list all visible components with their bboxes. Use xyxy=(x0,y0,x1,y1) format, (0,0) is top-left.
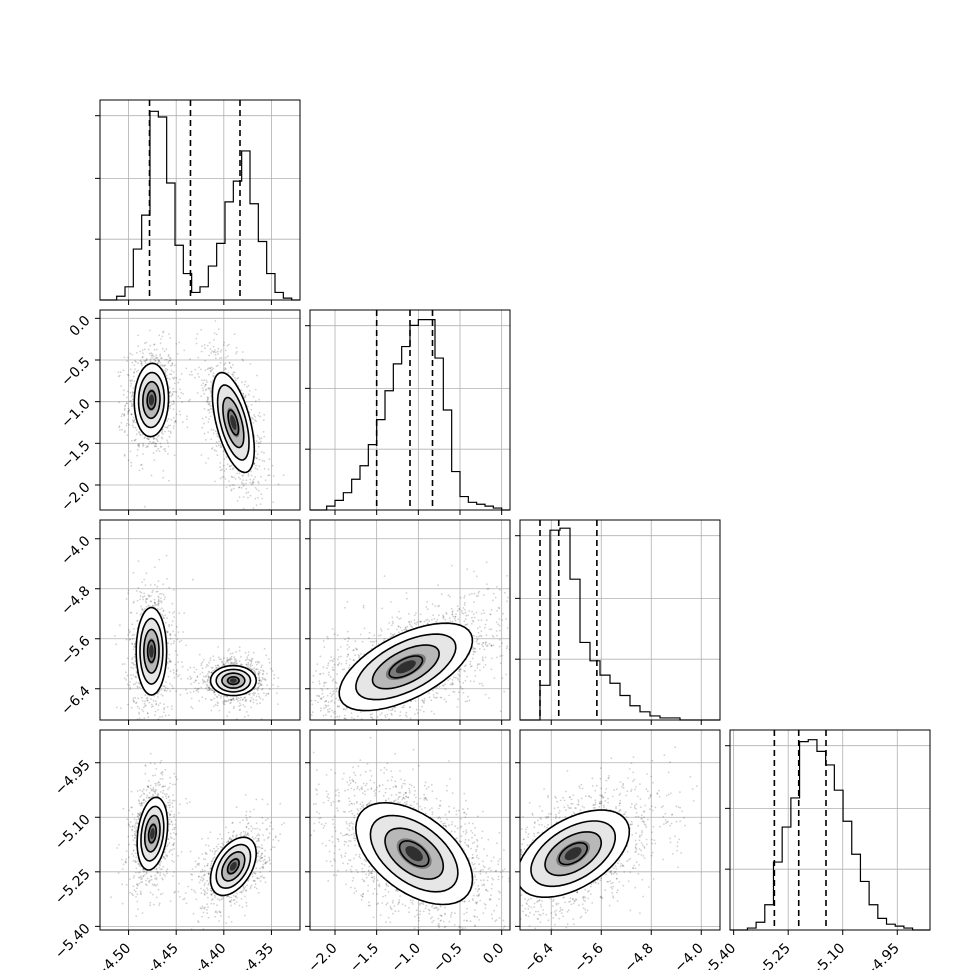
scatter-panel-2-3 xyxy=(519,729,721,931)
ytick-label: −1.5 xyxy=(58,438,93,473)
xtick-label: −5.40 xyxy=(698,940,740,970)
contour-line xyxy=(142,380,161,420)
xtick-label: −4.35 xyxy=(235,940,277,970)
hist-step xyxy=(520,527,720,721)
contour-line xyxy=(139,617,164,685)
contour-line xyxy=(530,820,616,888)
scatter-panel-0-2 xyxy=(99,519,301,721)
contour-line xyxy=(369,814,459,893)
xtick-label: −5.25 xyxy=(752,940,794,970)
contour-line xyxy=(221,672,246,689)
xtick-label: 0.0 xyxy=(480,940,507,967)
ytick-label: −4.95 xyxy=(52,757,94,799)
contour-line xyxy=(216,384,250,461)
ytick-label: −4.8 xyxy=(58,583,93,618)
xtick-label: −4.8 xyxy=(622,940,657,970)
contour-line xyxy=(135,606,168,696)
contour-line xyxy=(355,633,457,701)
xtick-label: −2.0 xyxy=(305,940,340,970)
xtick-label: −0.5 xyxy=(430,940,465,970)
scatter-panel-1-2 xyxy=(309,519,511,721)
ytick-label: −2.0 xyxy=(58,479,93,514)
xtick-label: −4.95 xyxy=(861,940,903,970)
hist-panel-3 xyxy=(725,729,931,931)
ytick-label: −0.5 xyxy=(58,354,93,389)
contour-line xyxy=(520,809,631,898)
ytick-label: −5.25 xyxy=(52,866,94,908)
contour-line xyxy=(215,668,252,693)
ytick-label: 0.0 xyxy=(67,313,94,340)
xtick-label: −1.5 xyxy=(347,940,382,970)
contour-line xyxy=(354,801,474,906)
density-fill xyxy=(149,644,154,658)
contour-line xyxy=(136,796,169,871)
ytick-label: −5.6 xyxy=(58,633,93,668)
hist-panel-2 xyxy=(515,519,721,721)
hist-step xyxy=(730,739,930,931)
contour-line xyxy=(144,814,161,853)
scatter-panel-0-1 xyxy=(99,309,301,511)
density-fill xyxy=(148,394,154,406)
density-fill xyxy=(564,847,582,861)
contour-line xyxy=(558,841,588,866)
scatter-panel-1-3 xyxy=(309,729,511,931)
density-fill xyxy=(229,678,237,683)
xtick-label: −5.10 xyxy=(807,940,849,970)
xtick-label: −4.50 xyxy=(93,940,135,970)
ytick-label: −5.40 xyxy=(52,921,94,963)
contour-line xyxy=(226,676,240,686)
contour-line xyxy=(142,628,160,674)
ytick-label: −6.4 xyxy=(58,683,93,718)
xtick-label: −5.6 xyxy=(572,940,607,970)
hist-panel-1 xyxy=(305,309,511,511)
contour-line xyxy=(338,622,474,712)
hist-step xyxy=(100,110,300,301)
contour-line xyxy=(211,371,256,474)
hist-panel-0 xyxy=(95,99,301,301)
contour-line xyxy=(147,823,157,844)
contour-line xyxy=(146,389,157,411)
contour-line xyxy=(398,840,430,868)
contour-line xyxy=(226,858,240,875)
xtick-label: −4.40 xyxy=(188,940,230,970)
contour-line xyxy=(222,396,245,449)
contour-line xyxy=(388,655,424,679)
contour-line xyxy=(209,664,258,697)
contour-line xyxy=(209,836,258,897)
contour-line xyxy=(221,850,246,882)
xtick-label: −6.4 xyxy=(522,940,557,970)
xtick-label: −1.0 xyxy=(389,940,424,970)
contour-line xyxy=(146,639,156,664)
ytick-label: −4.0 xyxy=(58,533,93,568)
contour-line xyxy=(544,831,602,877)
density-fill xyxy=(395,660,416,674)
ytick-label: −5.10 xyxy=(52,812,94,854)
scatter-panel-0-3 xyxy=(99,729,301,931)
ytick-label: −1.0 xyxy=(58,396,93,431)
density-fill xyxy=(229,862,237,871)
contour-line xyxy=(137,371,166,429)
density-fill xyxy=(230,415,237,430)
density-fill xyxy=(405,846,423,862)
contour-line xyxy=(371,644,440,690)
density-fill xyxy=(150,828,155,840)
contour-line xyxy=(215,843,252,889)
contour-line xyxy=(133,362,170,438)
xtick-label: −4.45 xyxy=(140,940,182,970)
contour-line xyxy=(227,409,240,436)
contour-line xyxy=(140,805,165,862)
contour-line xyxy=(384,827,445,880)
